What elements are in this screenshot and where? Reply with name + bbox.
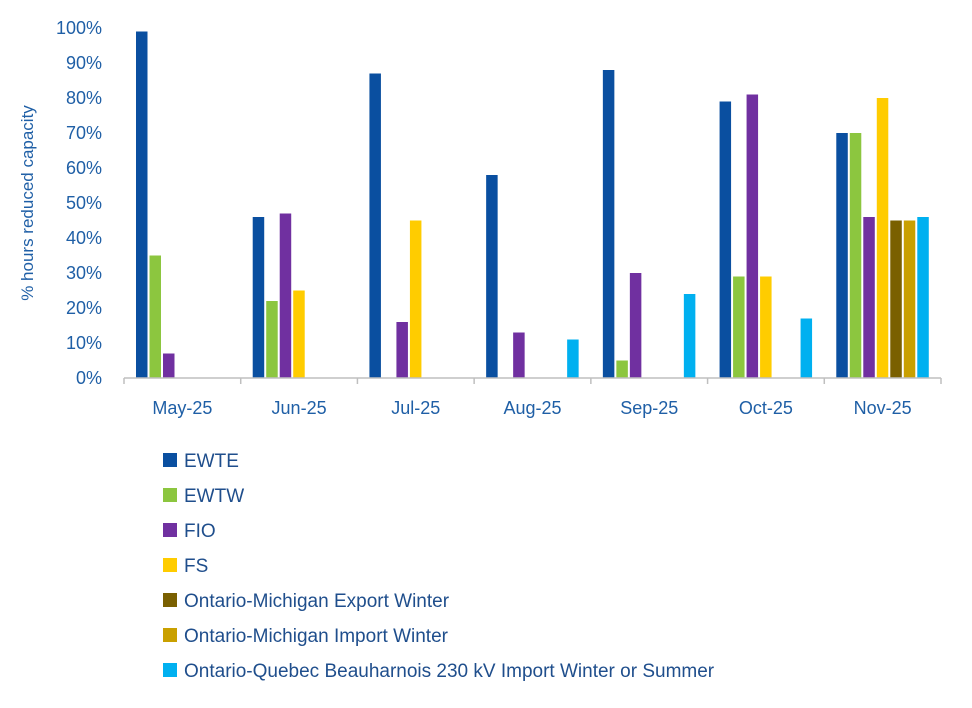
legend-swatch [163, 558, 177, 572]
y-tick-label: 100% [56, 18, 102, 38]
bar [733, 276, 745, 378]
legend-swatch [163, 628, 177, 642]
x-tick-label: Jun-25 [272, 398, 327, 418]
y-tick-label: 40% [66, 228, 102, 248]
y-tick-label: 50% [66, 193, 102, 213]
legend-label: EWTW [184, 486, 244, 507]
legend-label: EWTE [184, 451, 239, 472]
y-tick-label: 30% [66, 263, 102, 283]
bar [279, 213, 292, 378]
bar [149, 255, 161, 378]
x-axis [123, 377, 942, 384]
y-tick-label: 80% [66, 88, 102, 108]
bar [719, 101, 732, 378]
legend-label: FS [184, 556, 208, 577]
bar [266, 301, 278, 378]
bar [293, 290, 305, 378]
legend-label: Ontario-Quebec Beauharnois 230 kV Import… [184, 661, 715, 682]
bar [396, 322, 408, 378]
bar [849, 133, 862, 378]
bar [486, 175, 498, 378]
x-tick-label: Nov-25 [854, 398, 912, 418]
bar [836, 133, 848, 378]
bar [252, 217, 265, 378]
bar [602, 70, 615, 378]
legend-label: FIO [184, 521, 216, 542]
bar [903, 220, 916, 378]
bar [629, 273, 642, 378]
y-tick-label: 90% [66, 53, 102, 73]
bar [369, 73, 381, 378]
legend-swatch [163, 523, 177, 537]
legend-label: Ontario-Michigan Import Winter [184, 626, 449, 647]
bar [136, 31, 148, 378]
y-tick-label: 0% [76, 368, 102, 388]
legend: EWTE EWTW FIO FS Ontario-Michigan Export Win… [163, 451, 715, 682]
bar [917, 217, 929, 378]
bar [746, 94, 759, 378]
y-tick-label: 60% [66, 158, 102, 178]
bar [800, 318, 813, 378]
y-tick-label: 10% [66, 333, 102, 353]
y-tick-label: 70% [66, 123, 102, 143]
legend-label: Ontario-Michigan Export Winter [184, 591, 450, 612]
x-tick-label: Oct-25 [739, 398, 793, 418]
legend-swatch [163, 593, 177, 607]
bars [136, 31, 929, 378]
y-axis-ticks: 0% 10% 20% 30% 40% 50% 60% 70% 80% 90% 100% [56, 18, 102, 388]
legend-swatch [163, 488, 177, 502]
x-tick-label: Sep-25 [620, 398, 678, 418]
bar [760, 276, 772, 378]
x-tick-label: Aug-25 [503, 398, 561, 418]
bar [513, 332, 525, 378]
y-tick-label: 20% [66, 298, 102, 318]
x-axis-labels: May-25 Jun-25 Jul-25 Aug-25 Sep-25 Oct-25 Nov-… [152, 398, 911, 418]
y-axis-title: % hours reduced capacity [18, 105, 37, 301]
bar [163, 353, 175, 378]
bar [567, 339, 579, 378]
bar [616, 360, 628, 378]
bar [876, 98, 889, 378]
x-tick-label: May-25 [152, 398, 212, 418]
legend-swatch [163, 453, 177, 467]
bar [409, 220, 422, 378]
bar [863, 217, 875, 378]
bar [890, 220, 902, 378]
y-axis-title-group: % hours reduced capacity [18, 105, 37, 301]
x-tick-label: Jul-25 [391, 398, 440, 418]
bar [683, 294, 696, 378]
legend-swatch [163, 663, 177, 677]
